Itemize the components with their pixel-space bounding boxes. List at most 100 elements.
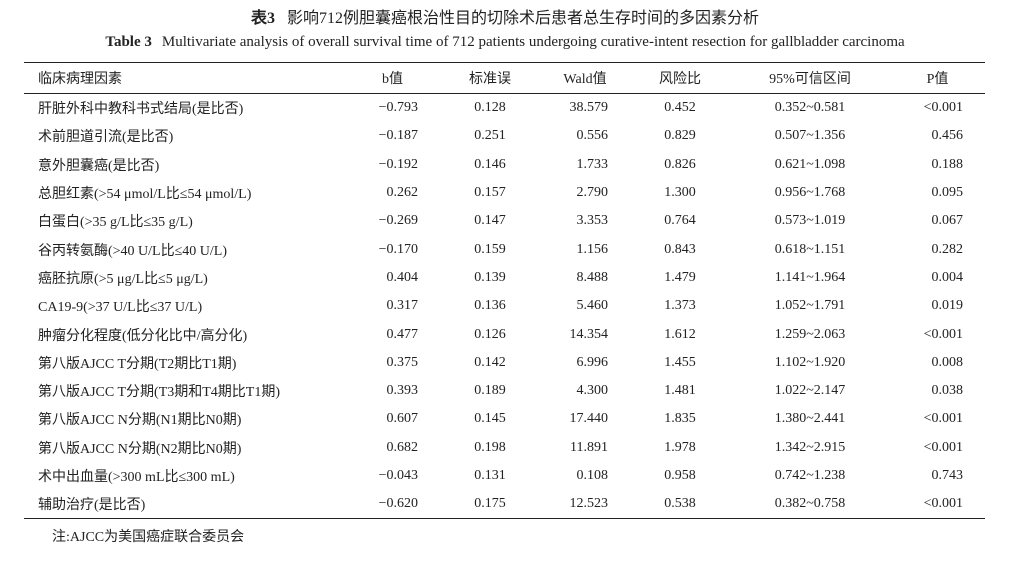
table-cell: <0.001 xyxy=(923,439,963,455)
title-en-label: Table 3 xyxy=(105,34,152,50)
table-cell: 第八版AJCC N分期(N2期比N0期) xyxy=(38,441,242,457)
table-cell: 1.259~2.063 xyxy=(774,326,846,342)
table-cell: 0.607 xyxy=(386,411,419,427)
table-cell: <0.001 xyxy=(923,411,963,427)
table-cell: 0.826 xyxy=(664,156,696,172)
table-cell: 意外胆囊癌(是比否) xyxy=(38,158,160,174)
table-cell: 癌胚抗原(>5 μg/L比≤5 μg/L) xyxy=(38,271,208,287)
table-cell: 0.452 xyxy=(664,100,696,116)
table-cell: 1.156 xyxy=(576,241,609,257)
table-cell: 0.262 xyxy=(386,185,419,201)
table-row: 术中出血量(>300 mL比≤300 mL) −0.043 0.131 0.108 0.… xyxy=(24,462,985,490)
header-cell: 标准误 xyxy=(440,62,540,94)
table-cell: 1.342~2.915 xyxy=(774,439,846,455)
table-cell: 14.354 xyxy=(569,326,609,342)
title-en: Table 3 Multivariate analysis of overall … xyxy=(0,34,1010,51)
table-cell: <0.001 xyxy=(923,326,963,342)
header-cell: P值 xyxy=(890,62,985,94)
note: 注:AJCC为美国癌症联合委员会 xyxy=(52,530,245,545)
table-row: 白蛋白(>35 g/L比≤35 g/L) −0.269 0.147 3.353 0.76… xyxy=(24,207,985,235)
table-cell: 0.145 xyxy=(474,411,506,427)
table-cell: 0.157 xyxy=(474,185,506,201)
table-cell: 术前胆道引流(是比否) xyxy=(38,130,174,146)
table-row: 意外胆囊癌(是比否) −0.192 0.146 1.733 0.826 0.621~1.0… xyxy=(24,151,985,179)
table-row: 第八版AJCC N分期(N1期比N0期) 0.607 0.145 17.440 1.83… xyxy=(24,405,985,433)
table-cell: 17.440 xyxy=(569,411,609,427)
table-row: 第八版AJCC N分期(N2期比N0期) 0.682 0.198 11.891 1.97… xyxy=(24,434,985,462)
table-cell: 2.790 xyxy=(576,185,609,201)
table-cell: 0.131 xyxy=(474,468,506,483)
table-cell: 1.141~1.964 xyxy=(774,269,846,285)
table-row: 辅助治疗(是比否) −0.620 0.175 12.523 0.538 0.382~0.7… xyxy=(24,490,985,519)
table-cell: 1.481 xyxy=(664,383,696,399)
table-cell: 0.829 xyxy=(664,128,696,144)
table-cell: 谷丙转氨酶(>40 U/L比≤40 U/L) xyxy=(38,243,228,259)
table-cell: 1.612 xyxy=(664,326,696,342)
table-cell: 0.146 xyxy=(474,156,506,172)
table-cell: 0.142 xyxy=(474,354,506,370)
table-cell: 1.835 xyxy=(664,411,696,427)
title-label: 表3 xyxy=(250,10,275,27)
table-cell: 11.891 xyxy=(570,439,608,455)
table-cell: 0.538 xyxy=(664,496,696,512)
table-row: 第八版AJCC T分期(T2期比T1期) 0.375 0.142 6.996 1.455… xyxy=(24,349,985,377)
header-cell: 临床病理因素 xyxy=(24,62,345,94)
table-cell: 0.188 xyxy=(931,156,964,172)
table-cell: 1.455 xyxy=(664,354,696,370)
table-cell: 辅助治疗(是比否) xyxy=(38,498,146,514)
table-row: 总胆红素(>54 μmol/L比≤54 μmol/L) 0.262 0.157 2.7… xyxy=(24,179,985,207)
table-cell: 0.189 xyxy=(474,383,506,399)
title-text: 影响712例胆囊癌根治性目的切除术后患者总生存时间的多因素分析 xyxy=(287,10,760,27)
table-cell: 0.352~0.581 xyxy=(774,100,846,116)
table-cell: 0.456 xyxy=(931,128,964,144)
table-cell: 0.843 xyxy=(664,241,696,257)
table-cell: 0.126 xyxy=(474,326,506,342)
table-cell: 白蛋白(>35 g/L比≤35 g/L) xyxy=(38,215,193,231)
table-row: 癌胚抗原(>5 μg/L比≤5 μg/L) 0.404 0.139 8.488 1.47… xyxy=(24,264,985,292)
table-cell: <0.001 xyxy=(923,100,963,116)
table-cell: −0.192 xyxy=(378,156,418,172)
table-cell: 0.008 xyxy=(931,354,964,370)
table-cell: 0.743 xyxy=(931,468,964,483)
table-cell: 0.477 xyxy=(386,326,419,342)
table-cell: 0.404 xyxy=(386,269,419,285)
table-cell: 术中出血量(>300 mL比≤300 mL) xyxy=(38,470,235,485)
table-cell: 0.108 xyxy=(576,468,609,483)
table-cell: 0.139 xyxy=(474,269,506,285)
table-cell: 0.393 xyxy=(386,383,419,399)
table-cell: 0.958 xyxy=(664,468,696,483)
table-cell: 0.004 xyxy=(931,269,964,285)
table-cell: −0.187 xyxy=(378,128,418,144)
table-cell: 0.618~1.151 xyxy=(774,241,846,257)
table-cell: 0.956~1.768 xyxy=(774,185,846,201)
table-cell: 6.996 xyxy=(576,354,609,370)
table-cell: 0.507~1.356 xyxy=(774,128,846,144)
title: 表3 影响712例胆囊癌根治性目的切除术后患者总生存时间的多因素分析 xyxy=(0,4,1010,28)
table-cell: 1.052~1.791 xyxy=(774,298,846,314)
table-cell: 1.022~2.147 xyxy=(774,383,846,399)
table-cell: 第八版AJCC T分期(T3期和T4期比T1期) xyxy=(38,385,281,401)
table-cell: 1.102~1.920 xyxy=(774,354,846,370)
table-cell: 0.198 xyxy=(474,439,506,455)
table-cell: 0.375 xyxy=(386,354,419,370)
table-row: 术前胆道引流(是比否) −0.187 0.251 0.556 0.829 0.507~1.… xyxy=(24,122,985,150)
table-cell: 4.300 xyxy=(576,383,609,399)
table-cell: 0.382~0.758 xyxy=(774,496,846,512)
table-cell: 0.251 xyxy=(474,128,506,144)
table-cell: −0.043 xyxy=(378,468,418,483)
table-cell: 第八版AJCC T分期(T2期比T1期) xyxy=(38,356,237,372)
table-cell: 0.128 xyxy=(474,100,506,116)
table-cell: −0.170 xyxy=(378,241,418,257)
table-cell: 0.317 xyxy=(386,298,419,314)
table-cell: 0.573~1.019 xyxy=(774,213,846,229)
table-cell: 8.488 xyxy=(576,269,609,285)
table: 临床病理因素 b值 标准误 Wald值 风险比 95%可信区间 P值 肝脏外科中教科书式结局… xyxy=(24,62,985,520)
table-row: CA19-9(>37 U/L比≤37 U/L) 0.317 0.136 5.460 1.… xyxy=(24,292,985,320)
table-cell: 1.300 xyxy=(664,185,696,201)
table-cell: 38.579 xyxy=(569,100,609,116)
table-cell: 1.380~2.441 xyxy=(774,411,846,427)
table-cell: 0.095 xyxy=(931,185,964,201)
table-cell: 3.353 xyxy=(576,213,609,229)
header-cell: b值 xyxy=(345,62,440,94)
table-cell: 第八版AJCC N分期(N1期比N0期) xyxy=(38,413,242,429)
